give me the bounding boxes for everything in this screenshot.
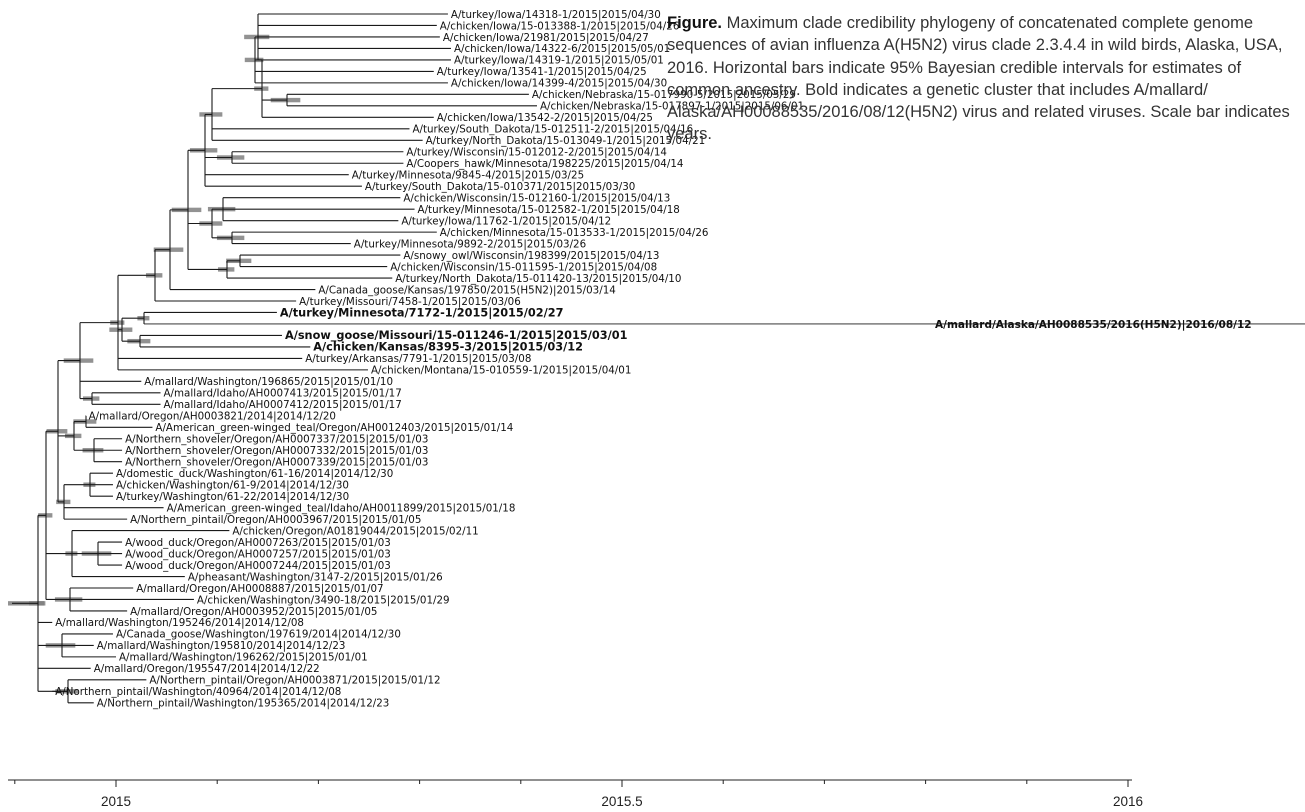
leaf-label: A/mallard/Washington/196865/2015|2015/01…	[144, 376, 393, 388]
leaf-label: A/domestic_duck/Washington/61-16/2014|20…	[116, 468, 393, 480]
leaf-label: A/turkey/Wisconsin/15-012012-2/2015|2015…	[406, 147, 667, 159]
leaf-label: A/chicken/Iowa/21981/2015|2015/04/27	[443, 32, 649, 44]
leaf-label: A/chicken/Nebraska/15-017990-5/2015|2015…	[532, 89, 796, 101]
figure-caption: Figure. Maximum clade credibility phylog…	[667, 12, 1299, 146]
leaf-label: A/chicken/Oregon/A01819044/2015|2015/02/…	[232, 525, 478, 537]
leaf-label: A/Canada_goose/Kansas/197850/2015(H5N2)|…	[318, 284, 615, 296]
leaf-label: A/Northern_pintail/Oregon/AH0003871/2015…	[149, 675, 440, 687]
leaf-label: A/chicken/Wisconsin/15-012160-1/2015|201…	[403, 192, 670, 204]
leaf-label: A/turkey/Washington/61-22/2014|2014/12/3…	[116, 491, 349, 503]
leaf-label: A/chicken/Kansas/8395-3/2015|2015/03/12	[313, 341, 583, 354]
leaf-label: A/American_green-winged_teal/Idaho/AH001…	[167, 502, 516, 514]
credible-interval-bar	[244, 57, 264, 63]
leaf-label: A/Northern_pintail/Washington/195365/201…	[97, 698, 390, 710]
caption-text: Maximum clade credibility phylogeny of c…	[667, 14, 1290, 144]
leaf-label: A/mallard/Washington/196262/2015|2015/01…	[119, 652, 368, 664]
leaf-label: A/turkey/Iowa/11762-1/2015|2015/04/12	[401, 215, 611, 227]
leaf-label: A/chicken/Minnesota/15-013533-1/2015|201…	[440, 227, 709, 239]
leaf-label: A/chicken/Nebraska/15-017897-1/2015|2015…	[540, 101, 804, 113]
leaf-label: A/wood_duck/Oregon/AH0007244/2015|2015/0…	[125, 560, 391, 572]
leaf-label: A/Canada_goose/Washington/197619/2014|20…	[116, 629, 401, 641]
leaf-label: A/turkey/South_Dakota/15-010371/2015|201…	[365, 181, 635, 193]
leaf-label: A/chicken/Montana/15-010559-1/2015|2015/…	[371, 365, 631, 377]
leaf-label: A/turkey/Iowa/14318-1/2015|2015/04/30	[451, 9, 661, 21]
tree-branches	[12, 13, 1305, 704]
leaf-label: A/turkey/North_Dakota/15-011420-13/2015|…	[395, 273, 681, 285]
leaf-label: A/wood_duck/Oregon/AH0007257/2015|2015/0…	[125, 548, 391, 560]
leaf-label: A/chicken/Washington/61-9/2014|2014/12/3…	[116, 479, 349, 491]
leaf-label: A/Northern_shoveler/Oregon/AH0007339/201…	[125, 457, 428, 469]
leaf-label: A/mallard/Washington/195246/2014|2014/12…	[55, 617, 304, 629]
axis-tick-label: 2015.5	[601, 794, 642, 809]
leaf-label: A/turkey/Arkansas/7791-1/2015|2015/03/08	[305, 353, 531, 365]
caption-title: Figure.	[667, 14, 723, 32]
leaf-label: A/mallard/Idaho/AH0007412/2015|2015/01/1…	[164, 399, 402, 411]
leaf-label: A/turkey/South_Dakota/15-012511-2/2015|2…	[412, 124, 693, 136]
leaf-label: A/turkey/Minnesota/9892-2/2015|2015/03/2…	[354, 238, 586, 250]
leaf-label: A/chicken/Iowa/14399-4/2015|2015/04/30	[451, 78, 667, 90]
axis-tick-label: 2015	[101, 794, 131, 809]
leaf-label: A/turkey/Iowa/14319-1/2015|2015/05/01	[454, 55, 664, 67]
leaf-label: A/turkey/Iowa/13541-1/2015|2015/04/25	[437, 66, 647, 78]
leaf-label: A/snowy_owl/Wisconsin/198399/2015|2015/0…	[403, 250, 659, 262]
leaf-label: A/chicken/Iowa/15-013388-1/2015|2015/04/…	[440, 20, 680, 32]
leaf-label: A/snow_goose/Missouri/15-011246-1/2015|2…	[285, 329, 628, 342]
leaf-label: A/pheasant/Washington/3147-2/2015|2015/0…	[188, 571, 443, 583]
leaf-label: A/mallard/Oregon/AH0003952/2015|2015/01/…	[130, 606, 377, 618]
leaf-label: A/mallard/Oregon/AH0008887/2015|2015/01/…	[136, 583, 383, 595]
leaf-label: A/Northern_shoveler/Oregon/AH0007337/201…	[125, 434, 428, 446]
leaf-label: A/mallard/Alaska/AH0088535/2016(H5N2)|20…	[935, 319, 1252, 331]
leaf-label: A/turkey/Minnesota/15-012582-1/2015|2015…	[418, 204, 680, 216]
axis-tick-label: 2016	[1113, 794, 1143, 809]
leaf-label: A/chicken/Washington/3490-18/2015|2015/0…	[197, 594, 450, 606]
leaf-label: A/chicken/Iowa/14322-6/2015|2015/05/01	[454, 43, 670, 55]
leaf-label: A/turkey/Minnesota/7172-1/2015|2015/02/2…	[280, 306, 564, 319]
leaf-label: A/mallard/Idaho/AH0007413/2015|2015/01/1…	[164, 388, 402, 400]
leaf-label: A/turkey/Missouri/7458-1/2015|2015/03/06	[299, 296, 521, 308]
leaf-label: A/mallard/Oregon/AH0003821/2014|2014/12/…	[89, 411, 336, 423]
leaf-label: A/American_green-winged_teal/Oregon/AH00…	[155, 422, 513, 434]
leaf-label: A/chicken/Wisconsin/15-011595-1/2015|201…	[390, 261, 657, 273]
leaf-label: A/mallard/Washington/195810/2014|2014/12…	[97, 640, 346, 652]
leaf-label: A/Northern_pintail/Washington/40964/2014…	[55, 686, 341, 698]
leaf-label: A/Coopers_hawk/Minnesota/198225/2015|201…	[406, 158, 683, 170]
leaf-label: A/Northern_shoveler/Oregon/AH0007332/201…	[125, 445, 428, 457]
leaf-labels: A/turkey/Iowa/14318-1/2015|2015/04/30A/c…	[55, 9, 1251, 710]
leaf-label: A/Northern_pintail/Oregon/AH0003967/2015…	[130, 514, 421, 526]
leaf-label: A/wood_duck/Oregon/AH0007263/2015|2015/0…	[125, 537, 391, 549]
leaf-label: A/turkey/Minnesota/9845-4/2015|2015/03/2…	[352, 170, 584, 182]
leaf-label: A/chicken/Iowa/13542-2/2015|2015/04/25	[437, 112, 653, 124]
leaf-label: A/turkey/North_Dakota/15-013049-1/2015|2…	[426, 135, 706, 147]
leaf-label: A/mallard/Oregon/195547/2014|2014/12/22	[94, 663, 320, 675]
